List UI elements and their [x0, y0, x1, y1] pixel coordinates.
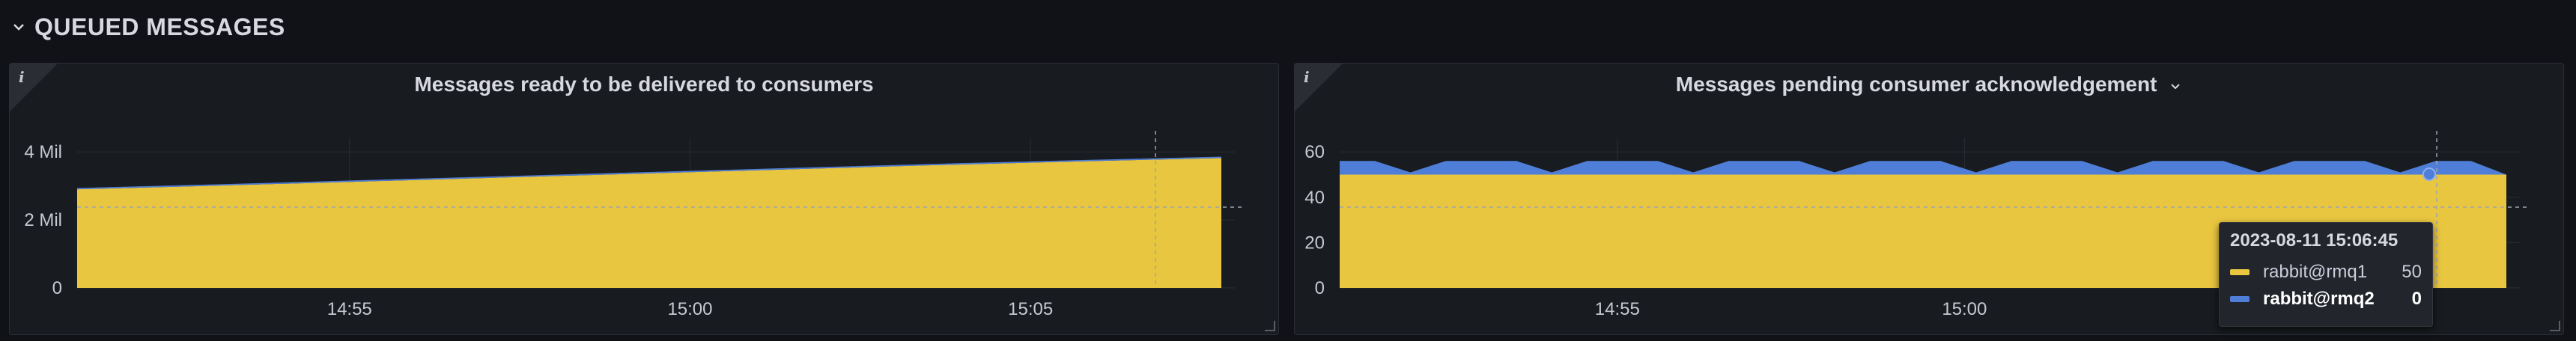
resize-handle[interactable]: [1265, 321, 1275, 331]
y-tick-label: 40: [1304, 188, 1325, 208]
y-tick-label: 2 Mil: [24, 210, 62, 230]
series-area-yellow[interactable]: [77, 158, 1221, 288]
tooltip-series-name: rabbit@rmq1: [2263, 262, 2368, 282]
x-tick-label: 15:00: [667, 299, 712, 319]
panel-corner: [10, 64, 58, 111]
series-area-rabbit-rmq2[interactable]: [1340, 161, 2506, 175]
series-area-rabbit-rmq1[interactable]: [1340, 174, 2506, 288]
panel-messages-ready[interactable]: i Messages ready to be delivered to cons…: [9, 63, 1279, 335]
panel-messages-pending[interactable]: i Messages pending consumer acknowledgem…: [1294, 63, 2564, 335]
x-tick-label: 14:55: [327, 299, 372, 319]
row-header-queued-messages[interactable]: QUEUED MESSAGES: [10, 10, 285, 43]
tooltip-series-name: rabbit@rmq2: [2263, 289, 2375, 309]
info-icon[interactable]: i: [1304, 68, 1310, 86]
tooltip-series-value: 50: [2402, 262, 2422, 282]
series-area-blue[interactable]: [77, 156, 1221, 190]
tooltip: 2023-08-11 15:06:45 rabbit@rmq1 50 rabbi…: [2219, 222, 2433, 327]
panel-title-text: Messages ready to be delivered to consum…: [414, 73, 874, 96]
y-tick-label: 0: [1315, 278, 1325, 298]
resize-handle[interactable]: [2550, 321, 2560, 331]
tooltip-time: 2023-08-11 15:06:45: [2230, 230, 2399, 251]
legend-swatch-yellow: [2230, 269, 2250, 275]
info-icon[interactable]: i: [19, 68, 25, 86]
panel-title-text: Messages pending consumer acknowledgemen…: [1675, 73, 2157, 96]
panel-title[interactable]: Messages pending consumer acknowledgemen…: [1295, 73, 2563, 98]
tooltip-series-value: 0: [2411, 289, 2422, 309]
x-tick-label: 15:00: [1942, 299, 1987, 319]
chevron-down-icon[interactable]: [2169, 74, 2182, 98]
x-tick-label: 14:55: [1595, 299, 1640, 319]
row-title: QUEUED MESSAGES: [34, 13, 285, 40]
tooltip-row: rabbit@rmq1 50: [2230, 259, 2422, 286]
hover-point: [2422, 168, 2436, 181]
y-tick-label: 60: [1304, 142, 1325, 162]
x-tick-label: 15:05: [1008, 299, 1053, 319]
y-tick-label: 4 Mil: [24, 142, 62, 162]
legend-swatch-blue: [2230, 296, 2250, 302]
chart-messages-ready[interactable]: 0 2 Mil 4 Mil 14:55 15:00 15:05: [10, 64, 1280, 336]
chevron-down-icon: [13, 24, 24, 31]
y-tick-label: 20: [1304, 233, 1325, 253]
panel-title[interactable]: Messages ready to be delivered to consum…: [10, 73, 1278, 96]
y-tick-label: 0: [52, 278, 62, 298]
chart-messages-pending[interactable]: 0 20 40 60 14:55 15:00: [1295, 64, 2565, 336]
panel-corner: [1295, 64, 1343, 111]
tooltip-row: rabbit@rmq2 0: [2230, 286, 2422, 313]
